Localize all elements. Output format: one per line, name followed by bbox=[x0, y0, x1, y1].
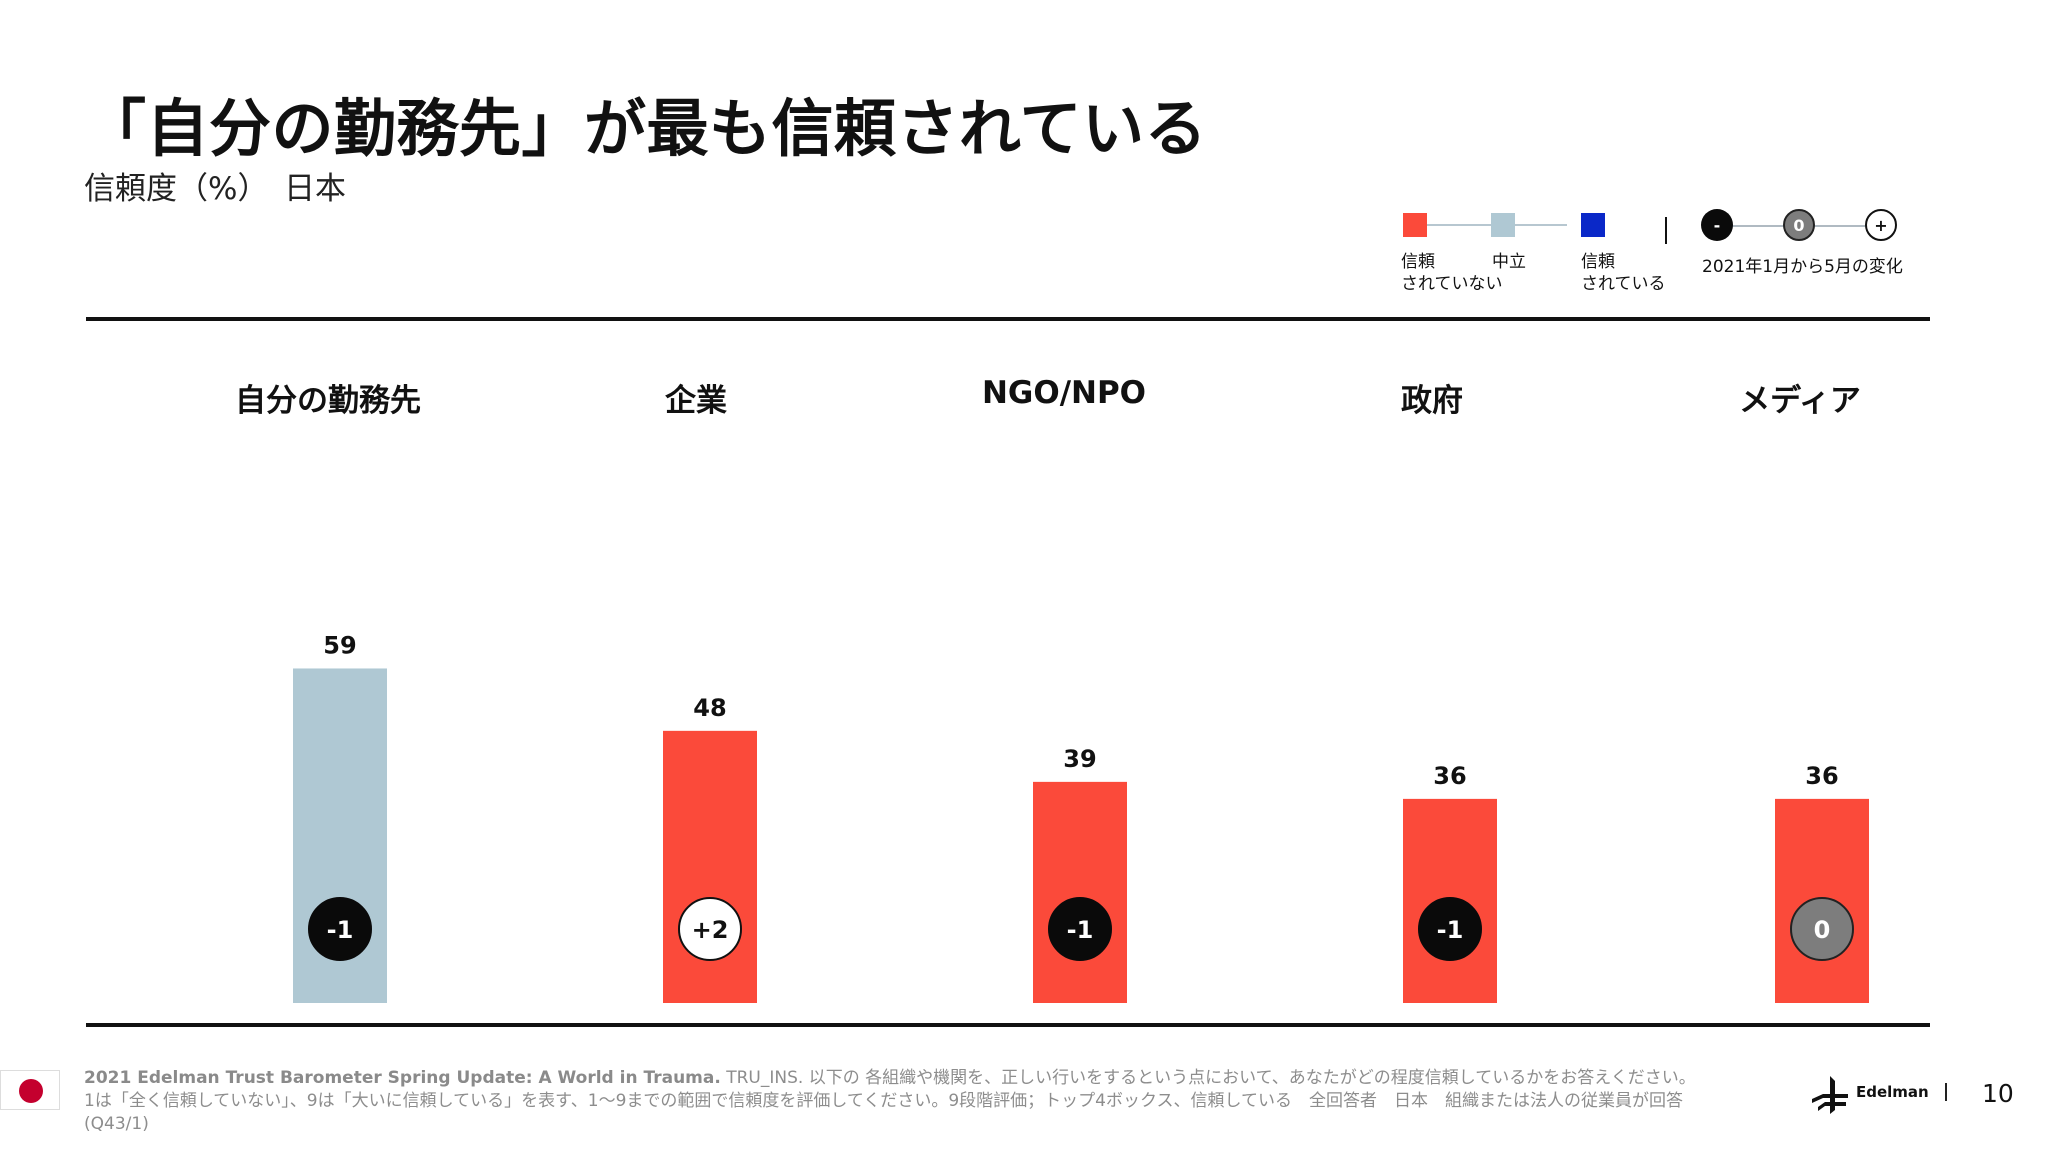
neutral-label: 中立 bbox=[1492, 252, 1526, 272]
category-label: NGO/NPO bbox=[981, 375, 1147, 411]
neutral-swatch bbox=[1491, 213, 1515, 237]
chart-subtitle: 信頼度（%） 日本 bbox=[84, 171, 346, 207]
source-note: 2021 Edelman Trust Barometer Spring Upda… bbox=[84, 1067, 1734, 1136]
bar-value-label: 36 bbox=[1805, 762, 1838, 790]
change-plus-badge: + bbox=[1865, 209, 1897, 241]
category-label: メディア bbox=[1739, 383, 1861, 419]
change-badge-label: -1 bbox=[327, 916, 354, 944]
change-badge-label: 0 bbox=[1814, 916, 1831, 944]
source-title: 2021 Edelman Trust Barometer Spring Upda… bbox=[84, 1068, 721, 1088]
trust-swatch bbox=[1581, 213, 1605, 237]
edelman-logo-text: Edelman bbox=[1856, 1083, 1929, 1101]
category-label: 企業 bbox=[665, 383, 727, 419]
distrust-swatch bbox=[1403, 213, 1427, 237]
bar-value-label: 39 bbox=[1063, 745, 1096, 773]
change-badge-label: -1 bbox=[1437, 916, 1464, 944]
page-number: 10 bbox=[1982, 1079, 2014, 1108]
change-zero-badge: 0 bbox=[1783, 209, 1815, 241]
change-badge bbox=[1048, 897, 1112, 961]
chart-title: 「自分の勤務先」が最も信頼されている bbox=[84, 92, 1208, 165]
category-label: 自分の勤務先 bbox=[235, 383, 421, 419]
chart-top-rule bbox=[86, 317, 1930, 321]
change-badge bbox=[1418, 897, 1482, 961]
change-minus-badge: - bbox=[1701, 209, 1733, 241]
bar bbox=[663, 730, 757, 1003]
bar bbox=[293, 668, 387, 1003]
change-badge-label: +2 bbox=[692, 916, 729, 944]
legend-divider bbox=[1665, 217, 1667, 244]
edelman-logo: Edelman bbox=[1808, 1071, 1929, 1117]
category-label: 政府 bbox=[1401, 383, 1463, 419]
trust-label: 信頼 されている bbox=[1581, 252, 1666, 294]
bar bbox=[1033, 781, 1127, 1003]
japan-flag-icon bbox=[0, 1070, 60, 1110]
bar bbox=[1775, 798, 1869, 1003]
source-line-2: 1は「全く信頼していない」、9は「大いに信頼している」を表す、1～9までの範囲で… bbox=[84, 1091, 1683, 1134]
change-label: 2021年1月から5月の変化 bbox=[1702, 257, 1903, 277]
chart-bottom-rule bbox=[86, 1023, 1930, 1027]
chart-legend: 信頼 されていない 中立 信頼 されている - 0 + 2021年1月から5月の… bbox=[1385, 200, 2005, 310]
bar-value-label: 48 bbox=[693, 694, 726, 722]
change-badge-label: -1 bbox=[1067, 916, 1094, 944]
bar bbox=[1403, 798, 1497, 1003]
change-badge bbox=[1790, 897, 1854, 961]
bar-value-label: 59 bbox=[323, 631, 356, 659]
change-badge bbox=[678, 897, 742, 961]
page-separator bbox=[1945, 1083, 1947, 1101]
source-line-1-rest: TRU_INS. 以下の 各組織や機関を、正しい行いをするという点において、あな… bbox=[720, 1068, 1696, 1088]
japan-flag-sun-icon bbox=[19, 1079, 43, 1103]
source-line-1: 2021 Edelman Trust Barometer Spring Upda… bbox=[84, 1067, 1734, 1090]
distrust-label: 信頼 されていない bbox=[1401, 252, 1503, 294]
change-badge bbox=[308, 897, 372, 961]
edelman-logo-icon bbox=[1812, 1076, 1848, 1114]
bar-value-label: 36 bbox=[1433, 762, 1466, 790]
